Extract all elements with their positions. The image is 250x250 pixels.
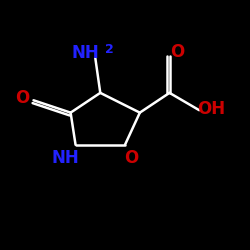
- Text: O: O: [170, 43, 184, 61]
- Text: NH: NH: [52, 149, 80, 168]
- Text: OH: OH: [198, 100, 226, 118]
- Text: 2: 2: [104, 43, 113, 56]
- Text: NH: NH: [72, 44, 99, 62]
- Text: O: O: [124, 149, 138, 168]
- Text: O: O: [15, 89, 30, 107]
